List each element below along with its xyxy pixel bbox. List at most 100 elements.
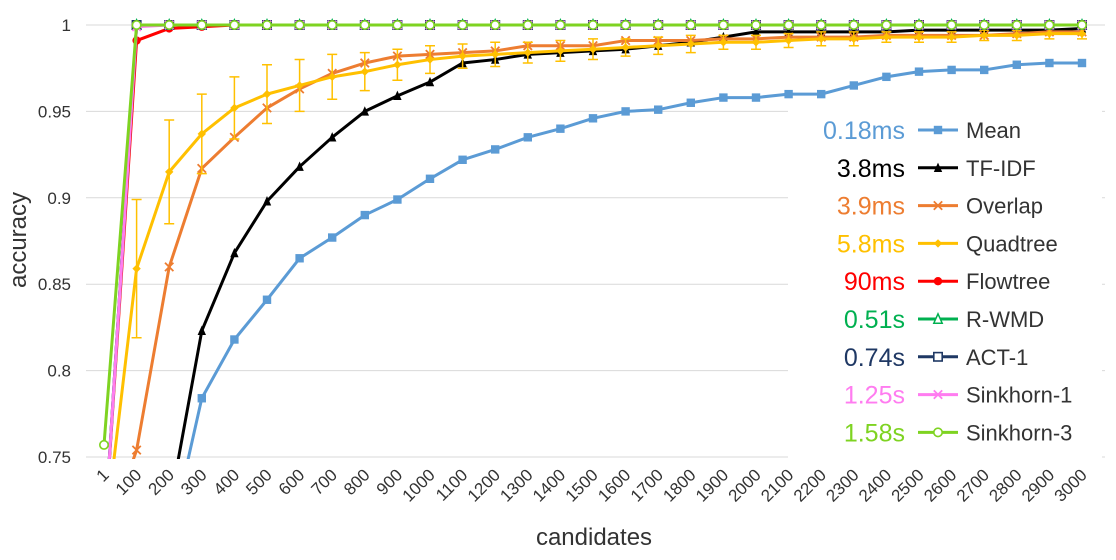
data-point — [588, 114, 598, 123]
x-tick-label: 1800 — [659, 465, 699, 505]
data-point — [881, 19, 892, 30]
data-point — [1044, 19, 1055, 30]
x-tick-label: 2100 — [757, 465, 797, 505]
series-mean — [186, 58, 1087, 459]
x-tick-label: 2000 — [725, 465, 765, 505]
data-point — [654, 105, 663, 114]
x-tick-label: 1300 — [496, 465, 536, 505]
x-tick-label: 1000 — [399, 465, 439, 505]
legend-label-tf-idf: TF-IDF — [966, 156, 1036, 181]
data-point — [588, 44, 598, 54]
legend-time-mean: 0.18ms — [823, 117, 905, 145]
data-point — [849, 81, 858, 90]
data-point — [1045, 58, 1054, 68]
x-axis-title: candidates — [536, 524, 652, 551]
data-point — [1012, 31, 1021, 40]
legend-label-act-1: ACT-1 — [966, 345, 1028, 370]
x-tick-label: 1900 — [692, 465, 732, 505]
x-tick-label: 2200 — [790, 465, 830, 505]
data-point — [131, 445, 142, 455]
data-point — [197, 129, 206, 139]
data-point — [197, 325, 206, 336]
data-point — [751, 38, 761, 47]
legend-time-act-1: 0.74s — [844, 344, 905, 372]
data-point — [230, 335, 239, 344]
data-point — [980, 65, 989, 75]
legend-label-sinkhorn-1: Sinkhorn-1 — [966, 383, 1072, 408]
legend-label-mean: Mean — [966, 118, 1021, 143]
legend-time-sinkhorn-3: 1.58s — [844, 419, 905, 447]
legend-item-overlap: 3.9ms Overlap — [837, 193, 1043, 221]
x-tick-label: 600 — [275, 465, 308, 498]
legend-item-tf-idf: 3.8ms TF-IDF — [837, 155, 1036, 183]
data-point — [913, 19, 924, 30]
legend-item-act-1: 0.74s ACT-1 — [844, 344, 1029, 372]
legend-marker — [933, 239, 943, 248]
data-point — [425, 76, 435, 87]
data-point — [197, 394, 206, 403]
legend-item-sinkhorn-3: 1.58s Sinkhorn-3 — [844, 419, 1073, 447]
x-tick-label: 1100 — [432, 465, 471, 504]
y-tick-label: 0.75 — [38, 448, 71, 467]
x-tick-labels: 1 100 200 300 400 500 600 700 800 900100011001200… — [93, 465, 1091, 505]
legend-marker — [933, 162, 943, 172]
x-tick-label: 1200 — [464, 465, 504, 505]
data-point — [914, 32, 924, 42]
legend-label-r-wmd: R-WMD — [966, 307, 1044, 332]
data-point — [1011, 19, 1022, 30]
data-point — [653, 19, 664, 30]
data-point — [328, 132, 337, 142]
legend-marker — [932, 351, 943, 362]
x-tick-label: 500 — [242, 465, 275, 498]
x-tick-label: 200 — [145, 465, 178, 498]
data-point — [425, 174, 435, 183]
legend-item-quadtree: 5.8ms Quadtree — [837, 230, 1058, 258]
x-tick-label: 1600 — [594, 465, 634, 505]
legend-marker — [933, 125, 943, 135]
legend-background — [788, 108, 1102, 468]
data-point — [491, 50, 500, 59]
data-point — [1077, 19, 1088, 30]
data-point — [295, 254, 304, 263]
legend-marker — [933, 389, 943, 400]
legend-time-quadtree: 5.8ms — [837, 230, 905, 258]
legend-marker — [933, 277, 943, 286]
data-point — [393, 195, 402, 204]
data-point — [262, 196, 272, 206]
x-tick-label: 2500 — [888, 465, 928, 505]
data-point — [556, 124, 565, 133]
x-tick-label: 3000 — [1051, 465, 1091, 505]
series-group — [99, 17, 1088, 459]
x-tick-label: 2300 — [822, 465, 862, 505]
data-point — [719, 38, 728, 47]
data-point — [523, 48, 532, 57]
data-point — [132, 264, 141, 273]
data-point — [1077, 58, 1087, 68]
y-axis-title: accuracy — [5, 192, 32, 288]
data-point — [295, 161, 304, 171]
data-point — [849, 34, 858, 44]
data-point — [751, 26, 761, 37]
data-point — [328, 72, 337, 82]
data-point — [261, 19, 272, 30]
data-point — [751, 93, 761, 102]
data-point — [522, 19, 533, 30]
data-point — [947, 32, 956, 42]
legend-marker — [932, 311, 944, 324]
data-point — [719, 93, 728, 102]
data-point — [621, 107, 630, 116]
series-quadtree — [112, 27, 1087, 459]
data-point — [686, 39, 695, 49]
x-tick-label: 1 — [93, 465, 113, 485]
legend-marker — [932, 427, 943, 438]
data-point — [654, 41, 663, 50]
data-point — [556, 46, 565, 56]
data-point — [458, 51, 467, 61]
data-point — [947, 65, 956, 75]
data-point — [360, 210, 369, 220]
data-point — [555, 19, 566, 30]
x-tick-label: 400 — [210, 465, 243, 498]
x-tick-label: 2600 — [920, 465, 960, 505]
legend-label-overlap: Overlap — [966, 194, 1043, 219]
data-point — [980, 31, 989, 40]
